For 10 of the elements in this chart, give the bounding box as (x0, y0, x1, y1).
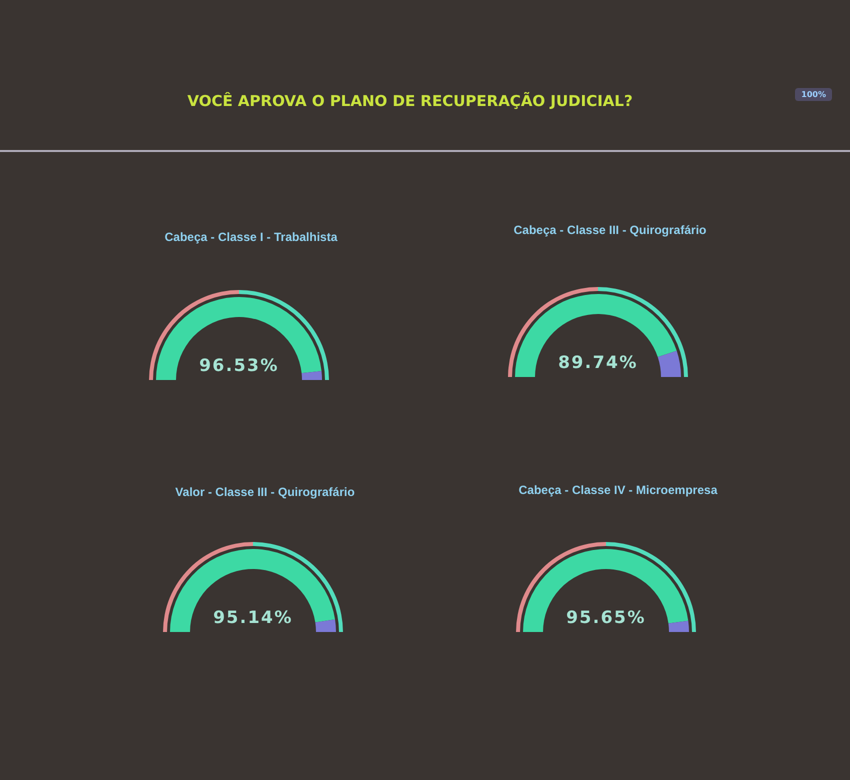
chart-title: Valor - Classe III - Quirografário (174, 484, 356, 501)
data-label: 89.74% (558, 353, 638, 373)
chart-title: Cabeça - Classe IV - Microempresa (518, 482, 718, 499)
chart-title: Cabeça - Classe III - Quirografário (512, 222, 708, 239)
text: VOCÊ APROVA O PLANO DE RECUPERAÇÃO JUDICIAL? (187, 92, 633, 110)
data-label: 95.65% (566, 608, 646, 628)
chart-title: Cabeça - Classe I - Trabalhista (164, 229, 338, 246)
text: 100% (795, 88, 832, 101)
data-label: 95.14% (213, 608, 293, 628)
data-label: 96.53% (199, 356, 279, 376)
